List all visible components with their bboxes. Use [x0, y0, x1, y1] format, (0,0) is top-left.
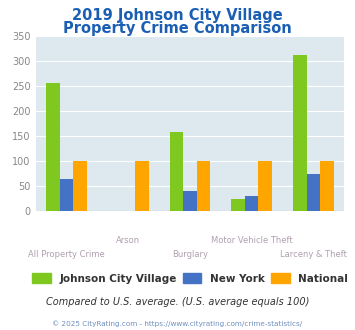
Legend: Johnson City Village, New York, National: Johnson City Village, New York, National: [28, 269, 352, 288]
Text: Property Crime Comparison: Property Crime Comparison: [63, 21, 292, 36]
Text: 2019 Johnson City Village: 2019 Johnson City Village: [72, 8, 283, 23]
Bar: [73, 161, 87, 211]
Bar: [245, 196, 258, 211]
Bar: [307, 174, 320, 211]
Bar: [197, 161, 210, 211]
Text: Compared to U.S. average. (U.S. average equals 100): Compared to U.S. average. (U.S. average …: [46, 297, 309, 307]
Bar: [293, 55, 307, 211]
Bar: [170, 132, 183, 211]
Bar: [258, 161, 272, 211]
Text: Arson: Arson: [116, 236, 140, 245]
Text: Motor Vehicle Theft: Motor Vehicle Theft: [211, 236, 293, 245]
Text: Burglary: Burglary: [172, 250, 208, 259]
Bar: [320, 161, 334, 211]
Text: © 2025 CityRating.com - https://www.cityrating.com/crime-statistics/: © 2025 CityRating.com - https://www.city…: [53, 320, 302, 327]
Text: Larceny & Theft: Larceny & Theft: [280, 250, 347, 259]
Bar: [135, 161, 148, 211]
Bar: [60, 179, 73, 211]
Bar: [183, 191, 197, 211]
Text: All Property Crime: All Property Crime: [28, 250, 105, 259]
Bar: [46, 83, 60, 211]
Bar: [231, 199, 245, 211]
